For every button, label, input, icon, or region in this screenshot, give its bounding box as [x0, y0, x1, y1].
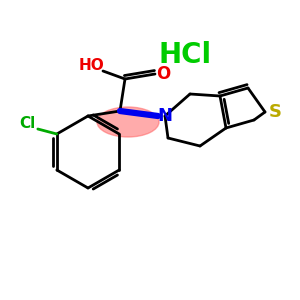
Text: HO: HO: [78, 58, 104, 74]
Text: N: N: [158, 107, 172, 125]
Text: O: O: [156, 65, 170, 83]
Text: S: S: [268, 103, 281, 121]
Text: Cl: Cl: [20, 116, 36, 130]
Text: HCl: HCl: [158, 41, 212, 69]
Ellipse shape: [97, 107, 159, 137]
